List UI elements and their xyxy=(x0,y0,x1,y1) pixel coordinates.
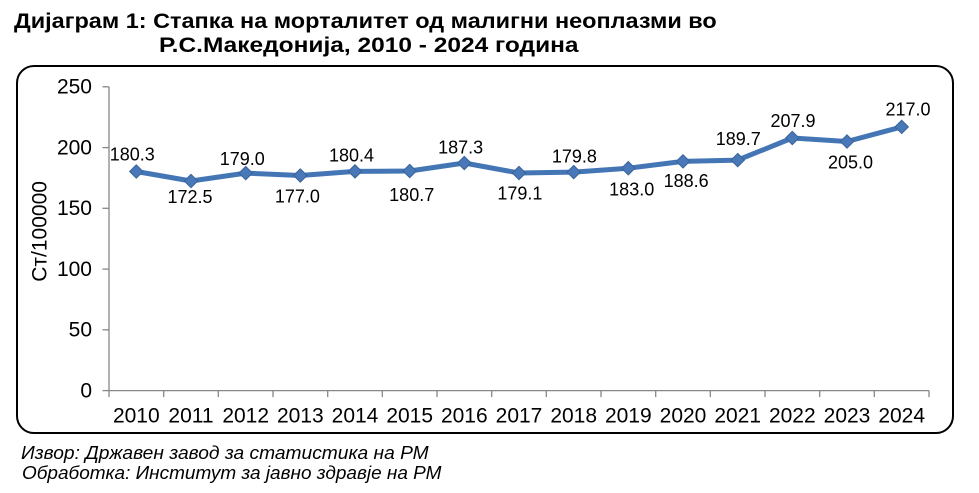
svg-text:172.5: 172.5 xyxy=(167,187,212,207)
svg-text:179.1: 179.1 xyxy=(497,183,542,203)
svg-text:50: 50 xyxy=(69,319,92,342)
svg-text:177.0: 177.0 xyxy=(275,187,320,207)
svg-text:179.0: 179.0 xyxy=(220,149,265,169)
svg-text:187.3: 187.3 xyxy=(438,138,483,158)
svg-text:2017: 2017 xyxy=(496,405,543,428)
svg-text:188.6: 188.6 xyxy=(664,171,709,191)
svg-text:2013: 2013 xyxy=(277,405,324,428)
svg-text:200: 200 xyxy=(57,136,92,159)
svg-text:2022: 2022 xyxy=(769,405,816,428)
svg-text:2018: 2018 xyxy=(550,405,597,428)
svg-text:100: 100 xyxy=(57,258,92,281)
svg-text:189.7: 189.7 xyxy=(716,129,761,149)
svg-text:2012: 2012 xyxy=(222,405,269,428)
svg-text:180.4: 180.4 xyxy=(329,145,374,165)
svg-text:2014: 2014 xyxy=(332,405,379,428)
svg-text:0: 0 xyxy=(80,379,92,402)
svg-text:205.0: 205.0 xyxy=(828,152,873,172)
svg-text:250: 250 xyxy=(57,76,92,99)
svg-text:2019: 2019 xyxy=(605,405,652,428)
svg-text:180.3: 180.3 xyxy=(110,145,155,165)
svg-text:2015: 2015 xyxy=(386,405,433,428)
svg-text:2021: 2021 xyxy=(714,405,761,428)
svg-text:2020: 2020 xyxy=(660,405,707,428)
svg-text:179.8: 179.8 xyxy=(552,146,597,166)
svg-text:207.9: 207.9 xyxy=(770,111,815,131)
svg-text:2011: 2011 xyxy=(168,405,213,428)
svg-text:150: 150 xyxy=(57,197,92,220)
svg-text:180.7: 180.7 xyxy=(389,185,434,205)
svg-text:2010: 2010 xyxy=(113,405,160,428)
svg-text:183.0: 183.0 xyxy=(609,180,654,200)
svg-text:2016: 2016 xyxy=(441,405,488,428)
svg-text:217.0: 217.0 xyxy=(885,100,930,120)
svg-text:Ст/100000: Ст/100000 xyxy=(29,181,52,282)
svg-text:2023: 2023 xyxy=(824,405,871,428)
svg-text:2024: 2024 xyxy=(878,405,925,428)
